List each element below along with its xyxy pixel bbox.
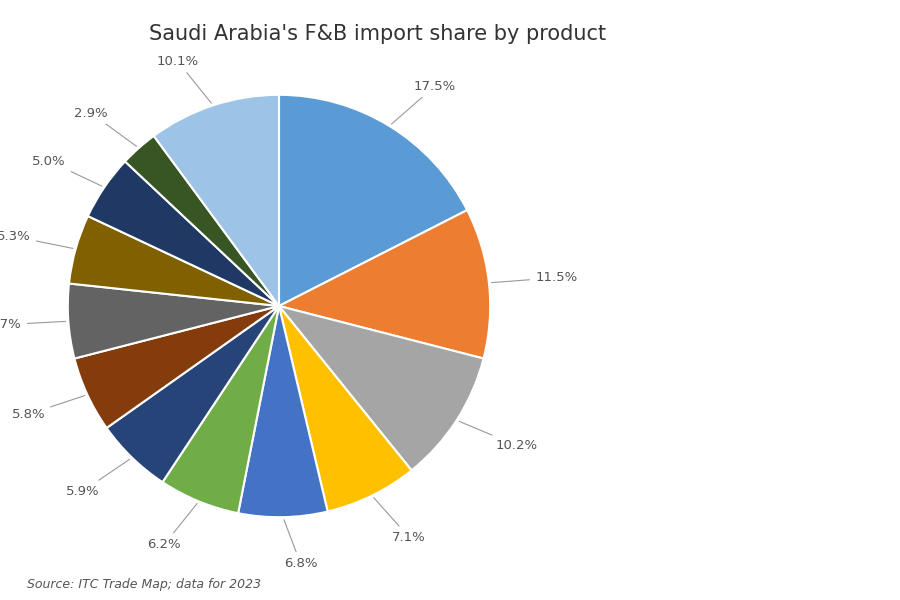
Wedge shape (279, 306, 411, 512)
Text: 5.7%: 5.7% (0, 318, 66, 331)
Wedge shape (154, 95, 279, 306)
Text: 5.9%: 5.9% (66, 459, 130, 497)
Text: 5.0%: 5.0% (32, 155, 102, 186)
Text: 17.5%: 17.5% (392, 80, 456, 124)
Wedge shape (88, 161, 279, 306)
Wedge shape (163, 306, 279, 513)
Wedge shape (75, 306, 279, 428)
Text: 6.2%: 6.2% (148, 503, 197, 551)
Text: 6.8%: 6.8% (284, 520, 318, 570)
Text: Saudi Arabia's F&B import share by product: Saudi Arabia's F&B import share by produ… (149, 24, 607, 44)
Wedge shape (279, 306, 483, 470)
Text: 5.3%: 5.3% (0, 230, 73, 248)
Text: 7.1%: 7.1% (374, 498, 426, 544)
Legend: Cereals, Meat, Dairy produce, Preparations of cereals, Edible fruit & nuts, Misc: Cereals, Meat, Dairy produce, Preparatio… (546, 157, 821, 455)
Text: 10.2%: 10.2% (459, 421, 538, 452)
Wedge shape (125, 136, 279, 306)
Wedge shape (279, 210, 490, 359)
Wedge shape (106, 306, 279, 482)
Text: 5.8%: 5.8% (12, 395, 85, 421)
Wedge shape (69, 216, 279, 306)
Text: 11.5%: 11.5% (491, 271, 578, 284)
Text: Source: ITC Trade Map; data for 2023: Source: ITC Trade Map; data for 2023 (27, 578, 261, 591)
Wedge shape (68, 283, 279, 359)
Text: 2.9%: 2.9% (75, 107, 137, 146)
Wedge shape (238, 306, 328, 517)
Wedge shape (279, 95, 467, 306)
Text: 10.1%: 10.1% (157, 55, 212, 103)
